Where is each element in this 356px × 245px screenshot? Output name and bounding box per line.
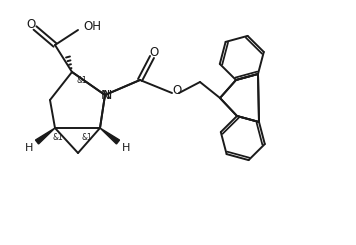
Text: N: N: [100, 88, 110, 101]
Text: N: N: [102, 88, 112, 101]
Text: O: O: [172, 84, 182, 97]
Text: O: O: [150, 46, 159, 59]
Polygon shape: [100, 128, 120, 144]
Text: H: H: [25, 143, 33, 153]
Text: OH: OH: [83, 21, 101, 34]
Polygon shape: [36, 128, 55, 144]
Text: &1: &1: [77, 75, 87, 85]
Text: H: H: [122, 143, 130, 153]
Text: &1: &1: [82, 133, 92, 142]
Text: O: O: [26, 17, 36, 30]
Text: &1: &1: [53, 133, 63, 142]
